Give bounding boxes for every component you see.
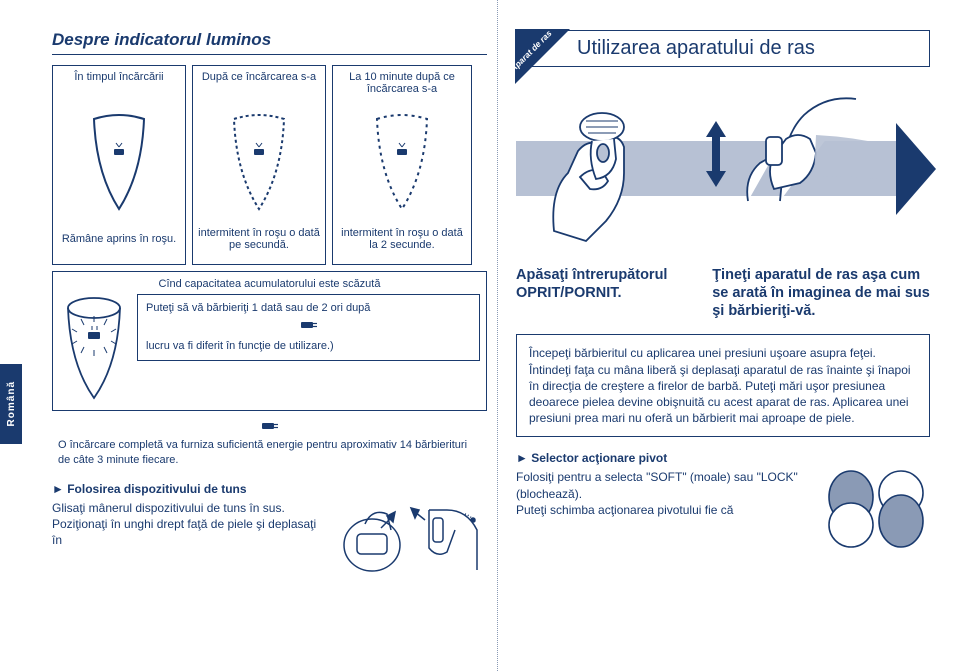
pivot-body: Folosiţi pentru a selecta "SOFT" (moale)… — [516, 469, 801, 518]
full-charge-text: O încărcare completă va furniza suficien… — [58, 439, 467, 466]
shaver-low-battery-icon — [59, 294, 129, 404]
right-column: Aparat de ras Utilizarea aparatului de r… — [498, 0, 954, 671]
full-charge-note: O încărcare completă va furniza suficien… — [58, 421, 481, 468]
usage-captions: Apăsaţi întrerupătorul OPRIT/PORNIT. Ţin… — [516, 266, 930, 320]
caption-press-switch: Apăsaţi întrerupătorul OPRIT/PORNIT. — [516, 266, 694, 320]
low-battery-note: Puteţi să vă bărbieriţi 1 dată sau de 2 … — [137, 294, 480, 361]
manual-page: Română Despre indicatorul luminos În tim… — [0, 0, 954, 671]
trimmer-illustration-icon — [337, 500, 487, 580]
caption-hold-shaver: Ţineţi aparatul de ras aşa cum se arată … — [712, 266, 930, 320]
low-battery-line2: lucru va fi diferit în funcţie de utiliz… — [146, 339, 471, 354]
low-battery-box: Cînd capacitatea acumulatorului este scă… — [52, 271, 487, 411]
corner-label: Aparat de ras — [515, 29, 570, 84]
shaver-dotted-icon — [373, 113, 431, 213]
low-battery-body: Puteţi să vă bărbieriţi 1 dată sau de 2 … — [59, 294, 480, 404]
indicator-foot: Rămâne aprins în roşu. — [62, 219, 176, 259]
usage-hands-icon — [516, 81, 916, 256]
shaver-outline-icon — [90, 113, 148, 213]
low-battery-line1: Puteţi să vă bărbieriţi 1 dată sau de 2 … — [146, 301, 471, 316]
indicator-foot: intermitent în roşu o dată pe secundă. — [197, 219, 321, 259]
trimmer-body: Glisaţi mânerul dispozitivului de tuns î… — [52, 500, 329, 549]
indicator-cell-after-10min: La 10 minute după ce încărcarea s-a inte… — [332, 65, 472, 265]
indicator-cell-charging: În timpul încărcării Rămâne aprins în ro… — [52, 65, 186, 265]
left-heading: Despre indicatorul luminos — [52, 30, 487, 55]
trimmer-heading: ► Folosirea dispozitivului de tuns — [52, 482, 487, 496]
indicator-foot: intermitent în roşu o dată la 2 secunde. — [337, 219, 467, 259]
plug-icon — [58, 421, 481, 436]
indicator-cell-complete: După ce încărcarea s-a intermitent în ro… — [192, 65, 326, 265]
plug-icon — [146, 320, 471, 335]
indicator-row: În timpul încărcării Rămâne aprins în ro… — [52, 65, 487, 265]
left-column: Despre indicatorul luminos În timpul înc… — [28, 0, 498, 671]
indicator-head: În timpul încărcării — [74, 71, 163, 107]
right-heading: Utilizarea aparatului de ras — [577, 37, 815, 59]
shaver-dotted-icon — [230, 113, 288, 213]
trimmer-row: Glisaţi mânerul dispozitivului de tuns î… — [52, 500, 487, 580]
language-label: Română — [6, 381, 17, 426]
usage-illustration — [516, 81, 930, 256]
pivot-heading: ► Selector acţionare pivot — [516, 451, 930, 465]
start-shaving-note: Începeţi bărbieritul cu aplicarea unei p… — [516, 334, 930, 437]
right-heading-box: Aparat de ras Utilizarea aparatului de r… — [516, 30, 930, 67]
language-tab: Română — [0, 364, 22, 444]
pivot-selector-icon — [815, 469, 930, 549]
low-battery-title: Cînd capacitatea acumulatorului este scă… — [59, 278, 480, 290]
indicator-head: După ce încărcarea s-a — [202, 71, 316, 107]
pivot-row: Folosiţi pentru a selecta "SOFT" (moale)… — [516, 469, 930, 549]
indicator-head: La 10 minute după ce încărcarea s-a — [337, 71, 467, 107]
